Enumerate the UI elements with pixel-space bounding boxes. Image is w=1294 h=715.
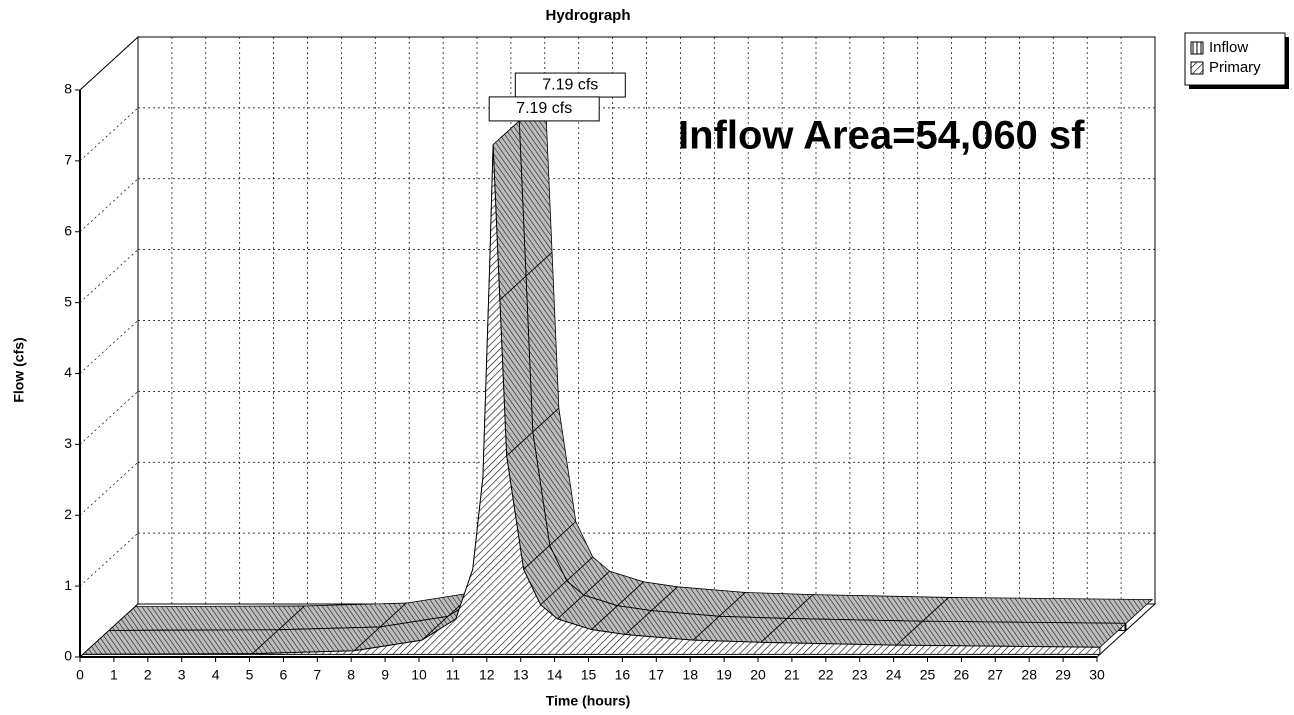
x-tick-label: 8 xyxy=(347,667,355,683)
x-tick-label: 25 xyxy=(920,667,936,683)
grid-line xyxy=(79,36,139,91)
grid-line xyxy=(79,249,139,303)
grid-line xyxy=(79,391,139,445)
x-tick-label: 12 xyxy=(479,667,495,683)
x-tick-label: 13 xyxy=(513,667,529,683)
annotation: Inflow Area=54,060 sf xyxy=(678,114,1085,158)
y-tick-label: 2 xyxy=(64,506,72,522)
y-tick-label: 5 xyxy=(64,293,72,309)
x-axis-label: Time (hours) xyxy=(546,693,631,709)
x-tick-label: 9 xyxy=(381,667,389,683)
y-tick-label: 8 xyxy=(64,81,72,97)
value-label-box xyxy=(488,96,600,122)
grid-line xyxy=(79,461,139,516)
ribbon-top xyxy=(759,618,924,646)
x-tick-label: 5 xyxy=(246,667,254,683)
grid-line xyxy=(79,320,139,374)
x-tick-label: 3 xyxy=(178,667,186,683)
grid-line xyxy=(79,107,139,162)
legend-swatch xyxy=(1190,61,1204,75)
x-tick-label: 11 xyxy=(446,667,461,683)
y-tick-label: 3 xyxy=(64,435,72,451)
x-tick-label: 27 xyxy=(988,667,1004,683)
grid-line xyxy=(79,178,139,233)
y-tick-label: 6 xyxy=(64,222,72,238)
x-tick-label: 15 xyxy=(581,667,597,683)
legend: Inflow Primary xyxy=(1184,32,1289,89)
legend-swatch xyxy=(1190,41,1204,55)
x-tick-label: 18 xyxy=(682,667,698,683)
x-tick-label: 16 xyxy=(615,667,631,683)
x-tick-label: 30 xyxy=(1089,667,1105,683)
x-tick-label: 19 xyxy=(716,667,732,683)
left-wall xyxy=(79,35,139,659)
x-tick-label: 0 xyxy=(76,667,84,683)
x-tick-label: 20 xyxy=(750,667,766,683)
x-tick-label: 6 xyxy=(280,667,288,683)
x-tick-label: 7 xyxy=(313,667,321,683)
x-tick-label: 21 xyxy=(784,667,800,683)
value-label: 7.19 cfs xyxy=(516,100,572,117)
ribbon-top xyxy=(921,597,1154,624)
y-tick-label: 0 xyxy=(64,648,72,664)
area xyxy=(82,144,1101,655)
y-tick-label: 4 xyxy=(64,364,72,380)
y-axis-label: Flow (cfs) xyxy=(11,337,27,402)
x-tick-label: 14 xyxy=(547,667,563,683)
legend-label: Inflow xyxy=(1209,39,1248,56)
ribbon-top xyxy=(785,594,950,622)
chart-title: Hydrograph xyxy=(545,7,630,24)
ribbon-top xyxy=(81,629,280,655)
x-tick-label: 29 xyxy=(1055,667,1071,683)
ribbon-top xyxy=(107,605,306,631)
x-tick-label: 10 xyxy=(411,667,427,683)
x-tick-label: 26 xyxy=(954,667,970,683)
x-tick-label: 28 xyxy=(1021,667,1037,683)
grid-line xyxy=(79,532,139,587)
y-tick-label: 1 xyxy=(64,577,72,593)
ribbon-top xyxy=(895,620,1128,648)
x-tick-label: 4 xyxy=(212,667,220,683)
x-tick-label: 23 xyxy=(852,667,868,683)
x-tick-label: 17 xyxy=(649,667,665,683)
x-tick-label: 24 xyxy=(886,667,902,683)
legend-label: Primary xyxy=(1209,59,1261,76)
x-tick-label: 2 xyxy=(144,667,152,683)
x-tick-label: 22 xyxy=(818,667,834,683)
value-label-box xyxy=(514,72,626,98)
x-tick-label: 1 xyxy=(110,667,118,683)
y-tick-label: 7 xyxy=(64,152,72,168)
value-label: 7.19 cfs xyxy=(542,76,598,93)
